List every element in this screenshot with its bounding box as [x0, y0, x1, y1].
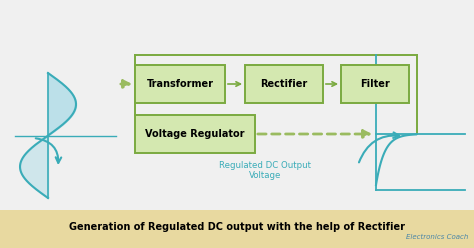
- Bar: [245, 65, 323, 103]
- Text: Filter: Filter: [360, 79, 390, 89]
- Text: Generation of Regulated DC output with the help of Rectifier: Generation of Regulated DC output with t…: [69, 222, 405, 232]
- Bar: [135, 115, 255, 153]
- Text: AC Input Signal: AC Input Signal: [18, 210, 79, 219]
- Text: Transformer: Transformer: [146, 79, 213, 89]
- Bar: [341, 65, 409, 103]
- Bar: [135, 65, 225, 103]
- Text: Electronics Coach: Electronics Coach: [406, 234, 468, 240]
- Text: Rectifier: Rectifier: [260, 79, 308, 89]
- Text: Voltage Regulator: Voltage Regulator: [145, 129, 245, 139]
- Text: Regulated DC Output
Voltage: Regulated DC Output Voltage: [219, 161, 311, 180]
- Bar: [0, 210, 474, 248]
